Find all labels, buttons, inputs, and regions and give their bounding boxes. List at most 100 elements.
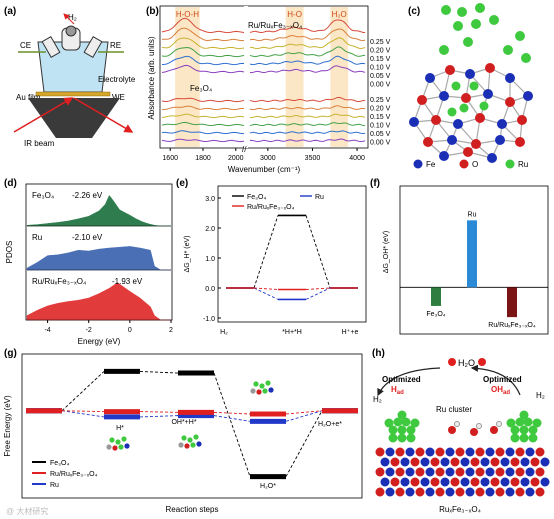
substrate-atom [530,477,540,487]
energy-connector [285,410,323,422]
right-optimized: Optimized [483,375,522,384]
substrate-atom [450,457,460,467]
spectrum-curve-ru [161,27,245,42]
substrate-atom [380,477,390,487]
spectrum-curve-ru [249,65,366,74]
ru-cluster-atom [519,433,529,443]
legend-label: Ru/RuₓFe₃₋ₓO₄ [247,204,295,211]
panel-h: (h) H₂O Optimized Had Optimized OHad H₂ … [372,348,550,514]
prism [28,98,120,138]
o-atom [505,97,515,107]
au-film [35,91,111,97]
ru-cluster-atom [510,433,520,443]
energy-connector [139,415,179,418]
left-port [41,36,61,58]
axis-y-title: ΔG_OH* (eV) [383,231,390,273]
bar-label: Ru/RuₓFe₃₋ₓO₄ [488,322,536,329]
substrate-atom [435,467,445,477]
fe-atom [483,89,493,99]
axis-tick-label: 3000 [260,155,276,162]
substrate-atom [385,487,395,497]
h2-arrow [63,13,75,25]
panel-b: (b) // H-O-H H-O H₂O Ru/RuₓFe₃₋ₓO₄ Fe₃O₄… [146,5,391,174]
hydrogen-atom [496,421,502,427]
fe-atom [495,135,505,145]
right-oh-ad: OHad [491,385,510,396]
spectrum-curve-ru [250,37,366,50]
molecule-atom-icon [187,437,193,443]
ru-atom [479,101,489,111]
substrate-atom [425,487,435,497]
hydrogen-atom [476,423,482,429]
legend-swatch [413,159,423,169]
ru-cluster-atom [532,418,542,428]
fe-atom [425,73,435,83]
bar-label: Fe₃O₄ [426,311,445,318]
arrow-from-h2-right [470,364,521,396]
band-highlight [330,7,349,147]
spectrum-curve-fe3o4 [249,96,366,103]
ru-cluster-atom [397,425,407,435]
energy-connector [305,287,331,290]
molecule-atom-icon [190,442,196,448]
energy-connector [253,215,279,289]
substrate-atom [515,487,525,497]
fe-atom [505,73,515,83]
substrate-atom [395,447,405,457]
watermark: @ 大材研究 [6,506,48,516]
substrate-atom [530,457,540,467]
ir-beam-in [13,97,74,133]
substrate-atom [390,457,400,467]
substrate-atom [400,457,410,467]
spectrum-curve-fe3o4 [161,113,245,119]
molecule-atom-icon [112,445,118,451]
oxygen-atom [448,426,456,434]
ru-atom [469,81,479,91]
substrate-atom [480,477,490,487]
substrate-atom [470,457,480,467]
energy-connector [253,287,279,290]
substrate-atom [535,487,545,497]
pdos-center: -1.93 eV [112,277,143,286]
legend-label: Ru/RuₓFe₃₋ₓO₄ [50,471,98,478]
molecule-atom-icon [118,444,124,450]
ru-cluster-label: Ru cluster [436,405,472,414]
group-label-fe3o4: Fe₃O₄ [190,84,212,93]
spectrum-curve-fe3o4 [161,97,245,103]
step-label: H₂O+e* [318,421,342,428]
substrate-atom [395,467,405,477]
ru-atom [475,3,485,13]
ru-cluster-atom [397,433,407,443]
substrate-atom [465,447,475,457]
panel-g: (g) H* OH*+H* H₂O* H₂O+e* Fe₃O₄ Ru/RuₓFe₃₋ₓO… [3,348,363,516]
ir-beam-out [73,97,134,133]
axis-x-title: Wavenumber (cm⁻¹) [228,165,301,174]
ru-cluster-atom [523,417,533,427]
substrate-atom [425,447,435,457]
h2-right-label: H₂ [536,391,545,400]
panel-g-frame [21,353,363,499]
fe-atom [487,153,497,163]
molecule-atom-icon [256,389,262,395]
substrate-atom [475,447,485,457]
energy-connector [61,410,105,413]
substrate-atom [455,487,465,497]
axis-tick-label: 0.0 [205,286,215,293]
substrate-atom [510,457,520,467]
molecule-atom-icon [265,380,271,386]
o-atom [463,147,473,157]
substrate-atom [495,487,505,497]
band-label-hoh: H-O-H [176,10,199,19]
ru-cluster-atom [519,425,529,435]
o-atom [517,115,527,125]
substrate-atom [395,487,405,497]
potential-label-lower: 0.20 V [370,106,391,113]
substrate-atom [455,467,465,477]
h2o-molecule-icon [478,358,486,366]
o-atom [431,115,441,125]
substrate-atom [515,467,525,477]
ru-cluster-atom [393,417,403,427]
spectrum-curve-fe3o4 [249,105,366,111]
substrate-atom [515,447,525,457]
substrate-atom [480,457,490,467]
